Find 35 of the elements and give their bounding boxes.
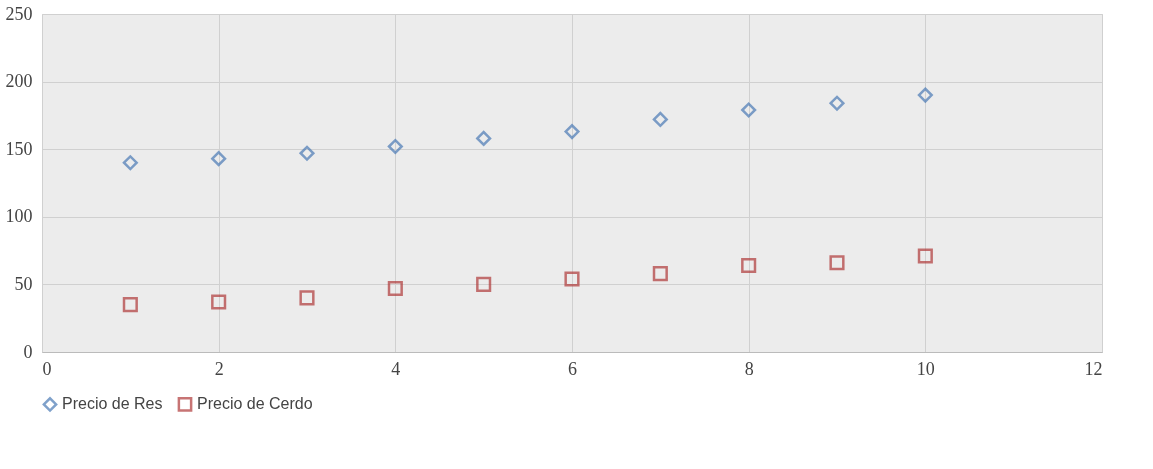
point <box>122 297 138 313</box>
x-tick-label: 2 <box>214 358 224 379</box>
y-tick-label: 50 <box>14 273 33 294</box>
point <box>387 138 403 155</box>
point <box>299 145 315 161</box>
point <box>829 255 845 271</box>
point <box>917 248 933 264</box>
x-tick-label: 8 <box>744 358 754 379</box>
y-tick-label: 200 <box>5 71 33 92</box>
point <box>122 155 138 171</box>
point <box>564 271 580 287</box>
point <box>476 276 492 292</box>
point <box>387 280 403 297</box>
point <box>741 102 757 118</box>
point <box>211 151 227 167</box>
x-tick-label: 4 <box>391 358 401 379</box>
point <box>211 294 227 310</box>
x-tick-label: 0 <box>42 358 52 379</box>
point <box>564 124 580 140</box>
x-tick-label: 10 <box>916 358 935 379</box>
y-tick-label: 250 <box>5 3 33 24</box>
point <box>652 266 668 282</box>
point <box>476 130 492 146</box>
y-tick-label: 150 <box>5 138 33 159</box>
legend-label: Precio de Res <box>62 395 163 413</box>
point <box>829 95 845 111</box>
x-tick-label: 12 <box>1084 358 1103 379</box>
y-tick-label: 100 <box>5 206 33 227</box>
point <box>652 111 668 128</box>
x-tick-label: 6 <box>568 358 577 379</box>
point <box>299 290 315 306</box>
point <box>917 87 933 103</box>
legend-label: Precio de Cerdo <box>197 395 313 413</box>
point <box>741 257 757 274</box>
y-tick-label: 0 <box>23 341 33 362</box>
